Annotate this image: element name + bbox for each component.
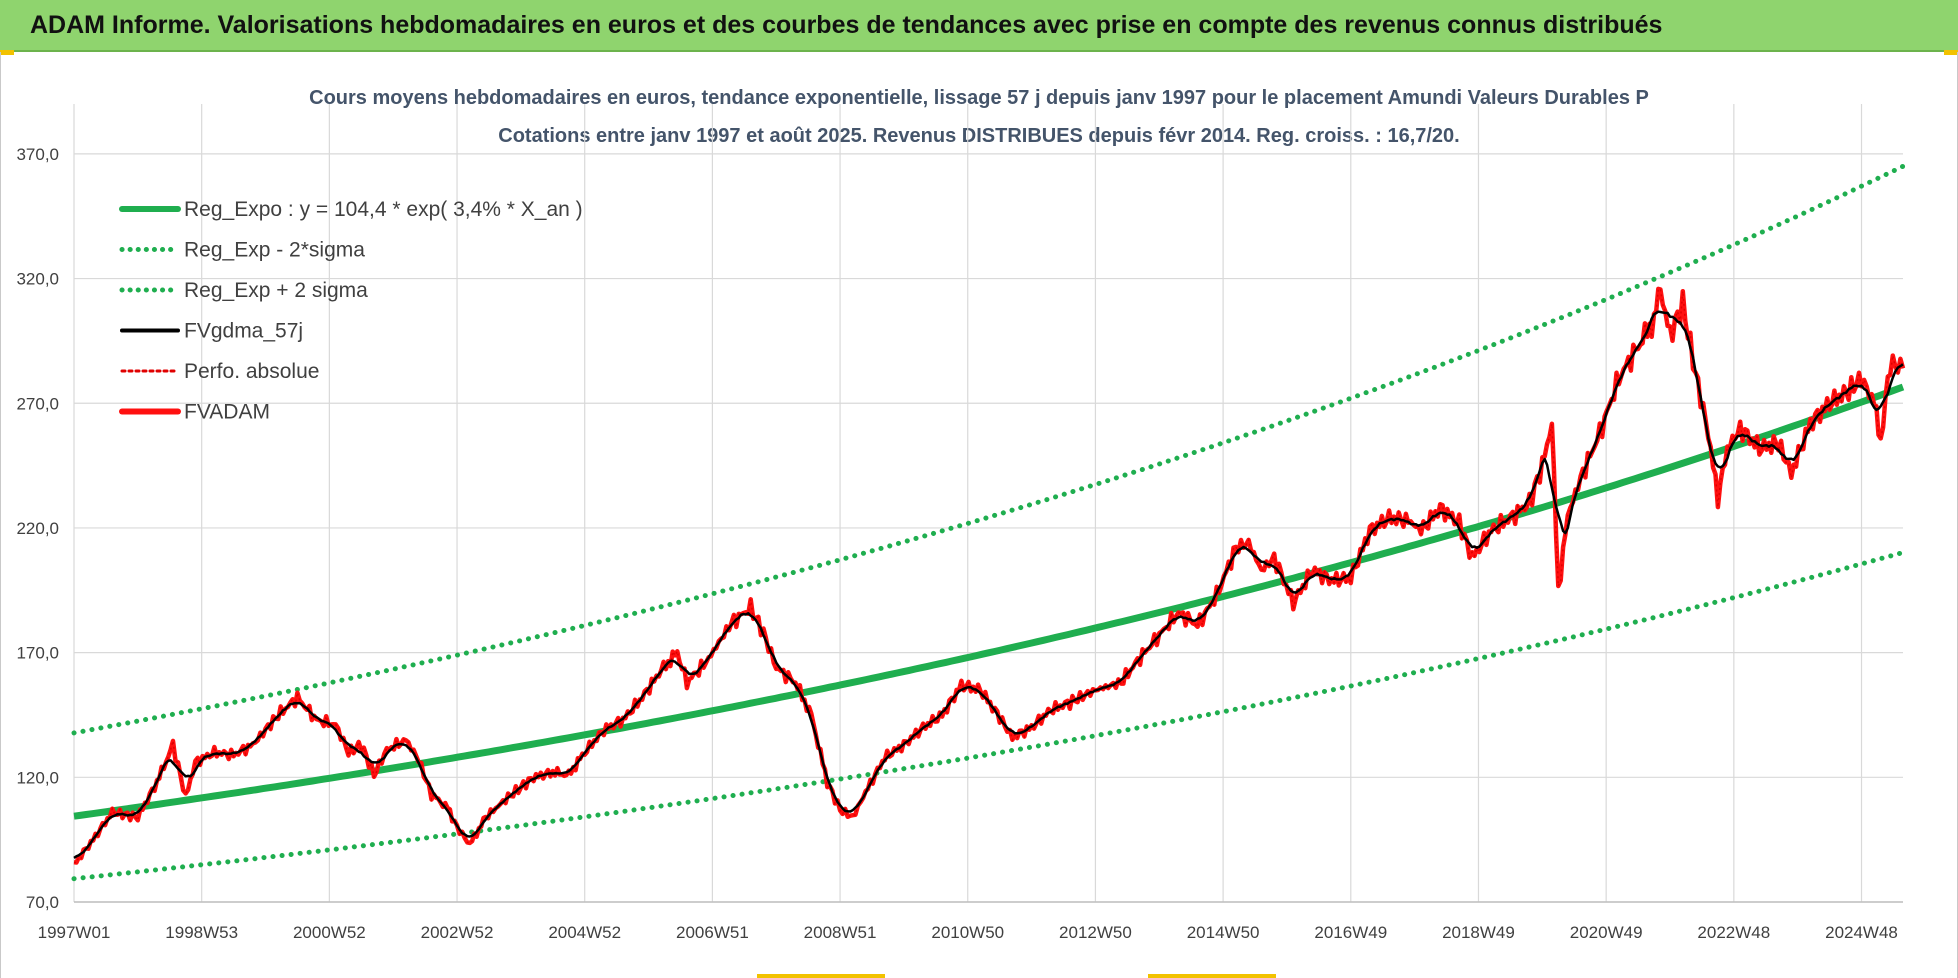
legend: Reg_Expo : y = 104,4 * exp( 3,4% * X_an … <box>119 198 583 424</box>
x-tick-label: 2010W50 <box>931 923 1004 942</box>
legend-label: Perfo. absolue <box>184 360 319 383</box>
bottom-mark <box>757 974 885 978</box>
x-tick-label: 2022W48 <box>1697 923 1770 942</box>
banner: ADAM Informe. Valorisations hebdomadaire… <box>0 0 1958 52</box>
x-tick-label: 2006W51 <box>676 923 749 942</box>
x-tick-label: 2012W50 <box>1059 923 1132 942</box>
y-tick-label: 270,0 <box>16 394 59 413</box>
y-axis-ticks: 70,0 120,0 170,0 220,0 270,0 320,0 370,0 <box>16 145 59 912</box>
x-tick-label: 1997W01 <box>38 923 111 942</box>
y-tick-label: 70,0 <box>26 893 59 912</box>
perfo-absolue-line <box>73 287 1904 864</box>
y-tick-label: 170,0 <box>16 644 59 663</box>
legend-label: Reg_Exp + 2 sigma <box>184 279 368 302</box>
reg-minus-2sigma-line <box>71 550 1906 882</box>
x-axis-ticks: 1997W01 1998W53 2000W52 2002W52 2004W52 2006W… <box>38 923 1898 942</box>
x-tick-label: 2020W49 <box>1570 923 1643 942</box>
fvgdma-57j-line <box>73 310 1904 859</box>
chart-title-line2: Cotations entre janv 1997 et août 2025. … <box>498 125 1459 147</box>
x-tick-label: 2002W52 <box>421 923 494 942</box>
x-tick-label: 2004W52 <box>548 923 621 942</box>
y-tick-label: 320,0 <box>16 270 59 289</box>
corner-mark-right <box>1944 50 1958 55</box>
y-tick-label: 120,0 <box>16 768 59 787</box>
x-tick-label: 2014W50 <box>1187 923 1260 942</box>
x-tick-label: 1998W53 <box>165 923 238 942</box>
bottom-mark <box>1148 974 1276 978</box>
legend-label: Reg_Expo : y = 104,4 * exp( 3,4% * X_an … <box>184 198 583 221</box>
legend-label: FVADAM <box>184 401 270 424</box>
y-tick-label: 370,0 <box>16 145 59 164</box>
x-tick-label: 2018W49 <box>1442 923 1515 942</box>
x-tick-label: 2008W51 <box>804 923 877 942</box>
legend-label: FVgdma_57j <box>184 320 303 343</box>
corner-mark-left <box>0 50 14 55</box>
y-tick-label: 220,0 <box>16 519 59 538</box>
banner-title: ADAM Informe. Valorisations hebdomadaire… <box>30 10 1663 39</box>
x-tick-label: 2016W49 <box>1314 923 1387 942</box>
reg-plus-2sigma-line <box>71 163 1906 736</box>
legend-label: Reg_Exp - 2*sigma <box>184 239 365 262</box>
x-tick-label: 2000W52 <box>293 923 366 942</box>
series-lines <box>71 163 1906 882</box>
x-tick-label: 2024W48 <box>1825 923 1898 942</box>
chart-title-line1: Cours moyens hebdomadaires en euros, ten… <box>309 87 1649 109</box>
gridlines <box>73 104 1903 903</box>
